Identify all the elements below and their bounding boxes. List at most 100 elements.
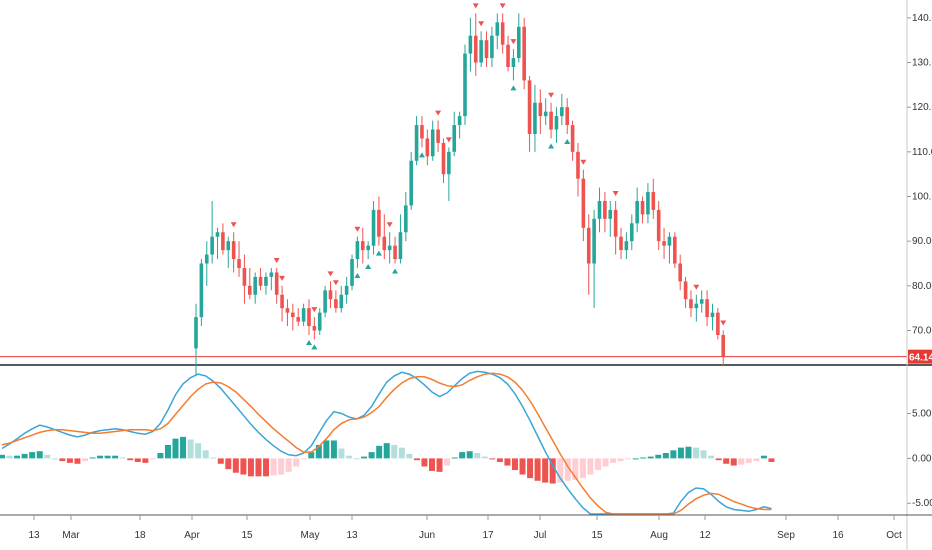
histogram-bar — [421, 458, 428, 467]
buy-arrow — [375, 250, 382, 256]
buy-arrow — [564, 138, 571, 144]
time-tick-label: 13 — [346, 530, 358, 541]
histogram-bar — [519, 458, 526, 475]
buy-arrow — [365, 264, 372, 270]
sell-arrow — [499, 3, 506, 9]
histogram-bar — [625, 458, 632, 460]
candle — [673, 232, 677, 268]
candle — [683, 276, 688, 309]
histogram-bar — [768, 458, 775, 462]
histogram-bar — [474, 453, 481, 459]
histogram-bar — [564, 458, 571, 481]
price-tick-label: 130.00 — [912, 58, 932, 69]
candle — [398, 214, 403, 264]
histogram-bar — [579, 458, 586, 479]
candle — [436, 120, 440, 152]
candle — [242, 254, 247, 304]
candle — [226, 236, 231, 268]
histogram-bar — [14, 455, 21, 459]
candle — [328, 281, 333, 309]
histogram-bar — [338, 448, 345, 459]
histogram-bar — [104, 455, 111, 459]
histogram-bar — [210, 457, 217, 459]
buy-arrow — [305, 339, 312, 345]
candle — [307, 299, 311, 335]
buy-arrow — [354, 272, 361, 278]
histogram-bar — [300, 458, 307, 460]
price-tick-label: 120.00 — [912, 102, 932, 113]
price-panel[interactable] — [0, 3, 932, 376]
histogram-bar — [51, 458, 58, 460]
candle — [452, 111, 457, 157]
sell-arrow — [472, 3, 479, 9]
histogram-bar — [74, 458, 81, 464]
candle — [484, 31, 489, 67]
time-tick-label: 16 — [832, 530, 844, 541]
buy-arrow — [510, 85, 517, 91]
buy-arrow — [418, 152, 425, 158]
candle — [705, 290, 709, 327]
histogram-bar — [406, 453, 413, 459]
candle — [506, 35, 510, 72]
candle — [441, 138, 446, 184]
candle — [538, 89, 543, 134]
histogram-bar — [157, 453, 164, 459]
histogram-bar — [511, 458, 518, 471]
histogram-bar — [293, 458, 300, 467]
candle — [312, 317, 317, 340]
candle — [393, 236, 397, 264]
sell-arrow — [693, 284, 700, 290]
candle — [651, 178, 656, 219]
candle — [689, 290, 693, 318]
histogram-bar — [489, 458, 496, 460]
candle — [334, 290, 338, 313]
histogram-bar — [225, 458, 232, 470]
histogram-bar — [662, 453, 669, 459]
candle — [371, 200, 376, 255]
histogram-bar — [640, 457, 647, 459]
histogram-bar — [602, 458, 609, 467]
histogram-bar — [361, 456, 368, 459]
histogram-bar — [263, 458, 270, 477]
candle — [285, 299, 290, 327]
histogram-bar — [255, 458, 262, 477]
histogram-bar — [391, 444, 398, 459]
candle — [447, 147, 451, 201]
candle — [253, 272, 257, 304]
histogram-bar — [655, 454, 662, 459]
candle — [716, 308, 720, 340]
candle — [640, 196, 645, 224]
sell-arrow — [435, 110, 442, 116]
histogram-bar — [383, 443, 390, 459]
histogram-bar — [346, 455, 353, 459]
time-tick-label: Oct — [886, 530, 902, 541]
last-price-tag — [908, 349, 932, 364]
histogram-bar — [700, 450, 707, 459]
sell-arrow — [548, 92, 555, 98]
buy-arrow — [548, 143, 555, 149]
histogram-bar — [715, 458, 722, 461]
candle — [248, 267, 252, 300]
histogram-bar — [723, 458, 730, 464]
price-tick-label: 80.00 — [912, 281, 932, 292]
price-axis: 70.00 80.00 90.00 100.00 110.00 120.00 130.00 1… — [906, 0, 932, 550]
candle — [231, 232, 236, 273]
candle — [495, 13, 500, 50]
histogram-bar — [187, 439, 194, 459]
candle — [576, 142, 580, 197]
macd-tick-label: 5.00 — [912, 409, 932, 420]
price-tick-label: 100.00 — [912, 192, 932, 203]
histogram-bar — [6, 455, 13, 459]
histogram-bar — [240, 458, 247, 475]
histogram-bar — [542, 458, 549, 483]
macd-panel[interactable] — [0, 370, 775, 515]
candle — [511, 49, 516, 81]
sell-arrow — [720, 320, 727, 326]
candle — [425, 129, 430, 166]
histogram-bar — [59, 458, 66, 462]
histogram-bar — [436, 458, 443, 472]
candle — [635, 187, 639, 233]
candle — [699, 290, 704, 313]
time-tick-label: 15 — [241, 530, 253, 541]
